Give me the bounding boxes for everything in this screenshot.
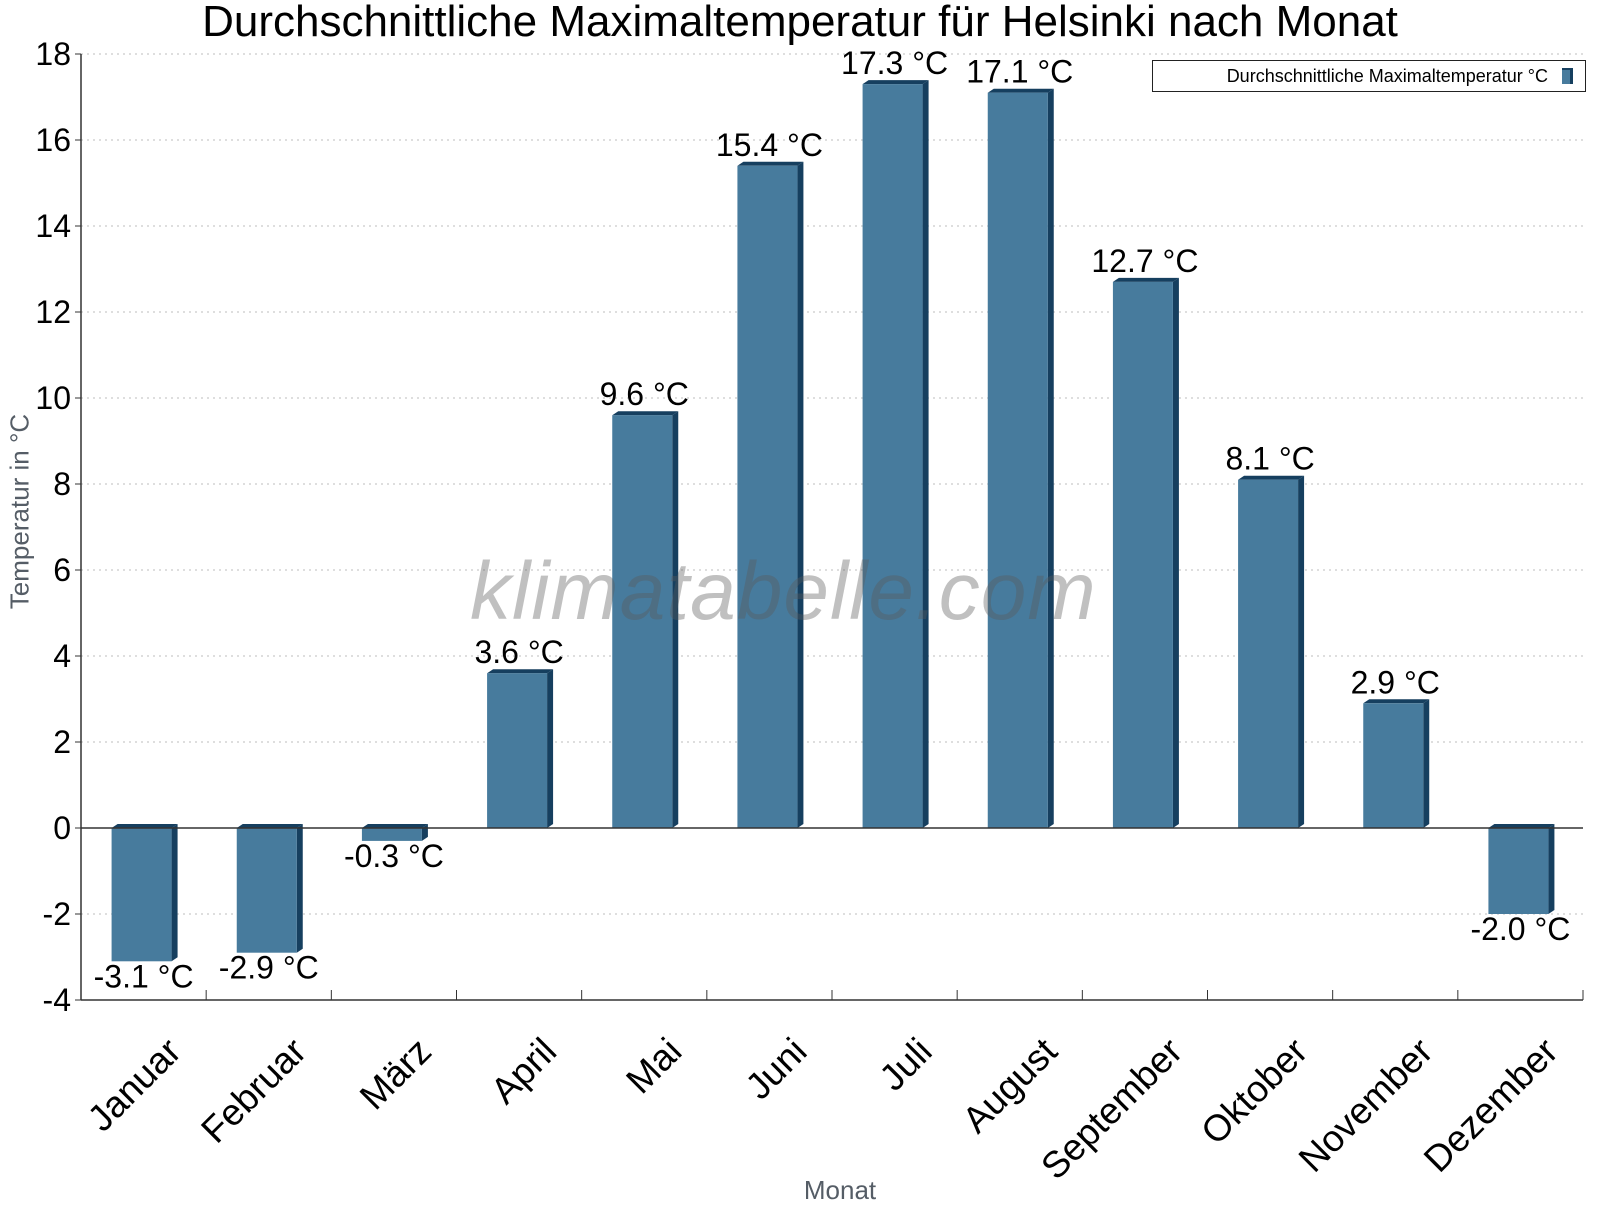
y-tick-label: 0 bbox=[53, 810, 71, 846]
bar-side bbox=[547, 669, 554, 828]
bar bbox=[862, 84, 923, 829]
legend: Durchschnittliche Maximaltemperatur °C bbox=[1152, 60, 1586, 92]
bar-top bbox=[737, 161, 804, 166]
y-tick-label: 14 bbox=[35, 208, 71, 244]
bar bbox=[361, 828, 422, 841]
y-tick-label: 10 bbox=[35, 380, 71, 416]
x-tick-label: März bbox=[352, 1030, 439, 1117]
bar-top bbox=[1238, 475, 1305, 480]
data-label: 9.6 °C bbox=[600, 376, 689, 412]
x-tick-label: Oktober bbox=[1193, 1030, 1315, 1152]
bar-side bbox=[1548, 824, 1555, 914]
x-tick-label: Dezember bbox=[1416, 1030, 1566, 1180]
bar bbox=[1112, 281, 1173, 828]
y-tick-label: 6 bbox=[53, 552, 71, 588]
bar-side bbox=[1047, 88, 1054, 828]
bar-top bbox=[1488, 824, 1555, 828]
x-tick-label: August bbox=[955, 1030, 1066, 1141]
bar bbox=[487, 673, 548, 828]
x-tick-label: April bbox=[483, 1030, 564, 1111]
y-tick-label: -4 bbox=[43, 982, 71, 1018]
bar bbox=[111, 828, 172, 962]
y-tick-label: 18 bbox=[35, 36, 71, 72]
data-label: 8.1 °C bbox=[1225, 441, 1314, 477]
data-label: -0.3 °C bbox=[344, 838, 444, 874]
bar-top bbox=[236, 824, 303, 828]
data-label: -3.1 °C bbox=[94, 958, 194, 994]
x-tick-label: Juli bbox=[872, 1030, 940, 1098]
y-axis-title: Temperatur in °C bbox=[4, 413, 35, 610]
y-tick-label: 4 bbox=[53, 638, 71, 674]
x-tick-label: Januar bbox=[80, 1030, 189, 1139]
y-tick-label: 12 bbox=[35, 294, 71, 330]
data-label: 17.3 °C bbox=[841, 45, 948, 81]
bar bbox=[987, 92, 1048, 828]
bar bbox=[1238, 479, 1299, 828]
bar bbox=[1363, 703, 1424, 828]
data-label: -2.0 °C bbox=[1470, 911, 1570, 947]
bar-side bbox=[797, 161, 804, 829]
y-tick-label: 2 bbox=[53, 724, 71, 760]
bar-side bbox=[296, 824, 303, 953]
legend-label: Durchschnittliche Maximaltemperatur °C bbox=[1226, 65, 1548, 86]
y-tick-label: 16 bbox=[35, 122, 71, 158]
data-label: 3.6 °C bbox=[474, 634, 563, 670]
data-label: 15.4 °C bbox=[716, 127, 823, 163]
bar-top bbox=[361, 824, 428, 828]
bar-top bbox=[1363, 699, 1430, 704]
bar-top bbox=[487, 669, 554, 674]
data-label: 17.1 °C bbox=[966, 54, 1073, 90]
y-tick-label: -2 bbox=[43, 896, 71, 932]
data-label: 2.9 °C bbox=[1351, 664, 1440, 700]
data-label: -2.9 °C bbox=[219, 950, 319, 986]
x-tick-label: Juni bbox=[738, 1030, 815, 1107]
bar-side bbox=[1298, 475, 1305, 828]
bar-top bbox=[612, 411, 679, 416]
bar-side bbox=[922, 80, 929, 829]
x-tick-label: November bbox=[1291, 1030, 1441, 1180]
bar-top bbox=[987, 88, 1054, 93]
x-tick-label: Februar bbox=[193, 1030, 314, 1151]
bar bbox=[737, 165, 798, 829]
watermark: klimatabelle.com bbox=[470, 546, 1097, 637]
bar bbox=[236, 828, 297, 953]
bar-side bbox=[1172, 277, 1179, 828]
bar-top bbox=[111, 824, 178, 828]
chart-title: Durchschnittliche Maximaltemperatur für … bbox=[202, 0, 1398, 46]
bar-side bbox=[171, 824, 178, 962]
data-label: 12.7 °C bbox=[1091, 243, 1198, 279]
legend-swatch bbox=[1562, 68, 1573, 84]
y-tick-label: 8 bbox=[53, 466, 71, 502]
bar bbox=[612, 415, 673, 828]
x-axis-title: Monat bbox=[803, 1175, 877, 1205]
bar-side bbox=[672, 411, 679, 828]
x-tick-label: Mai bbox=[618, 1030, 689, 1101]
bar-top bbox=[862, 80, 929, 85]
bar-side bbox=[1423, 699, 1430, 828]
bar bbox=[1488, 828, 1549, 914]
bar-top bbox=[1112, 277, 1179, 282]
